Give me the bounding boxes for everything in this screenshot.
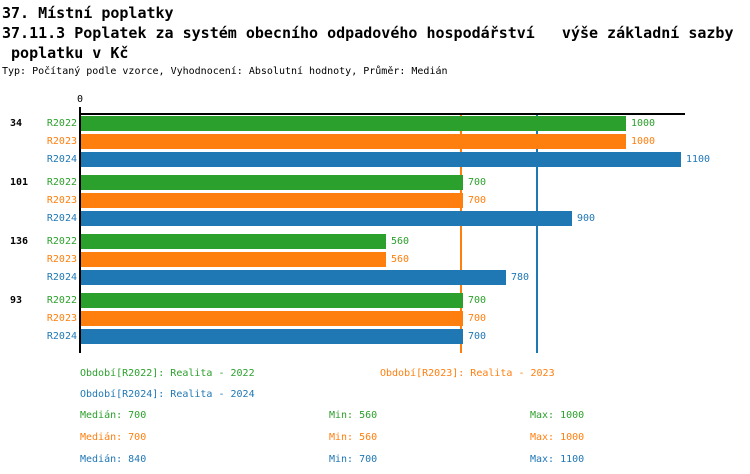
series-label-r2023: R2023 bbox=[46, 254, 77, 265]
legend-item-r2024: Období[R2024]: Realita - 2024 bbox=[80, 389, 255, 400]
series-label-r2023: R2023 bbox=[46, 136, 77, 147]
series-label-r2022: R2022 bbox=[46, 295, 77, 306]
legend-item-r2022: Období[R2022]: Realita - 2022 bbox=[80, 368, 255, 379]
stat-min-r2023: Min: 560 bbox=[329, 432, 378, 443]
x-axis-zero-tick-label: 0 bbox=[76, 94, 84, 105]
bar-r2022-136 bbox=[81, 234, 386, 249]
bar-r2023-93 bbox=[81, 311, 463, 326]
bar-value-label: 1100 bbox=[686, 154, 711, 165]
bar-value-label: 900 bbox=[577, 213, 596, 224]
bar-value-label: 560 bbox=[391, 254, 410, 265]
bar-r2024-136 bbox=[81, 270, 506, 285]
stat-min-r2022: Min: 560 bbox=[329, 410, 378, 421]
bar-r2022-101 bbox=[81, 175, 463, 190]
series-label-r2024: R2024 bbox=[46, 154, 77, 165]
chart-meta-info: Typ: Počítaný podle vzorce, Vyhodnocení:… bbox=[2, 66, 448, 77]
bar-value-label: 700 bbox=[468, 177, 487, 188]
group-label-93: 93 bbox=[10, 295, 23, 306]
group-label-34: 34 bbox=[10, 118, 23, 129]
series-label-r2024: R2024 bbox=[46, 272, 77, 283]
bar-value-label: 1000 bbox=[631, 136, 656, 147]
x-axis-top-line bbox=[79, 113, 685, 115]
stat-median-r2024: Medián: 840 bbox=[80, 454, 147, 465]
stat-median-r2023: Medián: 700 bbox=[80, 432, 147, 443]
series-label-r2022: R2022 bbox=[46, 118, 77, 129]
chart-subtitle-line1: 37.11.3 Poplatek za systém obecního odpa… bbox=[2, 24, 734, 42]
bar-r2023-136 bbox=[81, 252, 386, 267]
bar-r2023-34 bbox=[81, 134, 626, 149]
group-label-101: 101 bbox=[10, 177, 29, 188]
bar-value-label: 700 bbox=[468, 195, 487, 206]
bar-r2022-34 bbox=[81, 116, 626, 131]
series-label-r2022: R2022 bbox=[46, 177, 77, 188]
bar-value-label: 780 bbox=[511, 272, 530, 283]
bar-value-label: 560 bbox=[391, 236, 410, 247]
series-label-r2022: R2022 bbox=[46, 236, 77, 247]
series-label-r2024: R2024 bbox=[46, 213, 77, 224]
series-label-r2024: R2024 bbox=[46, 331, 77, 342]
legend-item-r2023: Období[R2023]: Realita - 2023 bbox=[380, 368, 555, 379]
bar-r2023-101 bbox=[81, 193, 463, 208]
bar-r2024-101 bbox=[81, 211, 572, 226]
y-axis-line bbox=[79, 107, 81, 353]
bar-r2024-34 bbox=[81, 152, 681, 167]
stat-max-r2024: Max: 1100 bbox=[530, 454, 585, 465]
bar-value-label: 700 bbox=[468, 331, 487, 342]
series-label-r2023: R2023 bbox=[46, 313, 77, 324]
bar-r2024-93 bbox=[81, 329, 463, 344]
group-label-136: 136 bbox=[10, 236, 29, 247]
median-line-blue bbox=[536, 114, 539, 353]
bar-value-label: 700 bbox=[468, 313, 487, 324]
page-title: 37. Místní poplatky bbox=[2, 4, 174, 22]
chart-subtitle-line2: poplatku v Kč bbox=[2, 44, 129, 62]
stat-min-r2024: Min: 700 bbox=[329, 454, 378, 465]
bar-r2022-93 bbox=[81, 293, 463, 308]
bar-value-label: 700 bbox=[468, 295, 487, 306]
stat-median-r2022: Medián: 700 bbox=[80, 410, 147, 421]
series-label-r2023: R2023 bbox=[46, 195, 77, 206]
median-line-orange bbox=[460, 114, 463, 353]
stat-max-r2023: Max: 1000 bbox=[530, 432, 585, 443]
bar-value-label: 1000 bbox=[631, 118, 656, 129]
stat-max-r2022: Max: 1000 bbox=[530, 410, 585, 421]
